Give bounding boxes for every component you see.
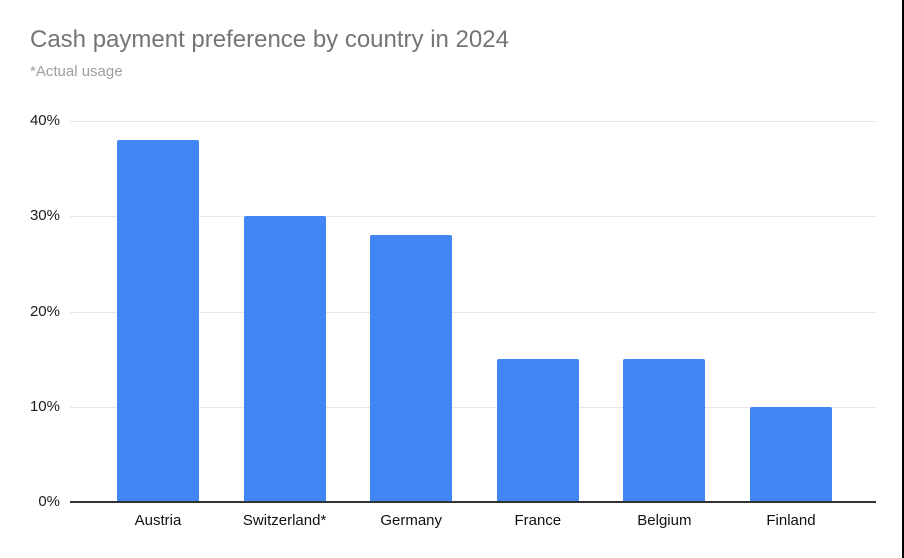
chart-title: Cash payment preference by country in 20… (30, 26, 509, 53)
x-tick-label-germany: Germany (380, 512, 443, 529)
bar-germany (370, 235, 453, 502)
y-tick-label-40%: 40% (29, 112, 60, 129)
screen-right-edge-line (902, 0, 904, 558)
plot-area (70, 121, 876, 503)
x-tick-label-france: France (514, 512, 562, 529)
gridline-30% (70, 216, 876, 218)
y-tick-label-20%: 20% (29, 302, 60, 320)
bar-belgium (623, 359, 706, 502)
y-tick-label-30%: 30% (29, 207, 60, 225)
gridline-10% (70, 406, 876, 408)
x-tick-label-belgium: Belgium (637, 512, 692, 529)
x-axis-line (70, 501, 876, 503)
gridline-40% (70, 121, 876, 122)
x-tick-label-switzerland: Switzerland* (242, 512, 327, 529)
bar-austria (117, 140, 199, 502)
chart-subtitle: *Actual usage (30, 63, 123, 80)
y-tick-label-10%: 10% (29, 397, 60, 415)
x-tick-label-finland: Finland (766, 512, 816, 529)
x-tick-label-austria: Austria (134, 512, 182, 529)
gridline-20% (70, 311, 876, 313)
bar-france (496, 359, 579, 502)
bar-switzerland (243, 216, 326, 502)
y-tick-label-0%: 0% (38, 493, 60, 510)
bar-finland (750, 406, 832, 502)
